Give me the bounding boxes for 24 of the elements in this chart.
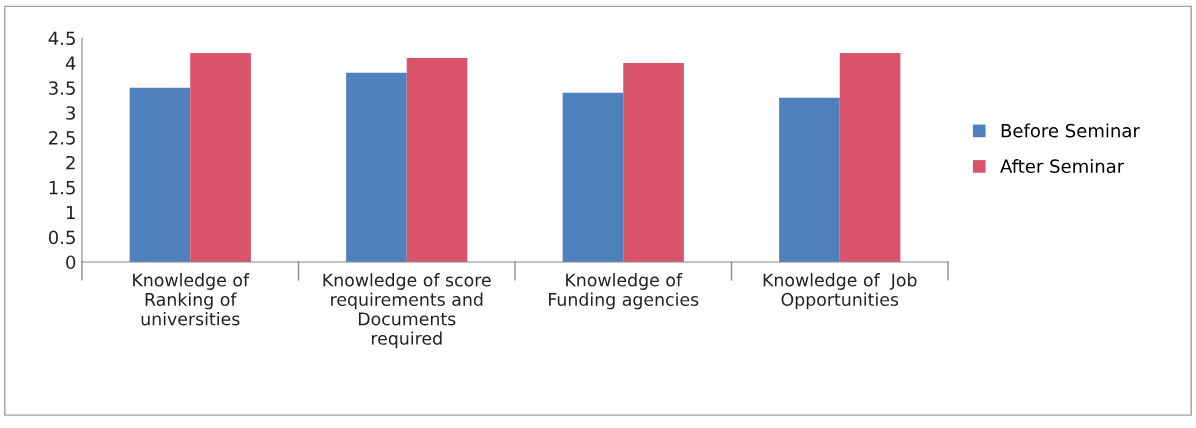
y-tick-label: 2 bbox=[66, 155, 75, 170]
y-tick-label: 1 bbox=[66, 205, 75, 220]
legend-label: Before Seminar bbox=[1001, 123, 1140, 138]
bar bbox=[623, 62, 684, 262]
legend-label: After Seminar bbox=[1000, 159, 1125, 173]
bar bbox=[406, 57, 468, 262]
x-tick-label: Knowledge of score requirements and Documents required bbox=[323, 273, 491, 349]
x-tick-label: Knowledge of Ranking of universities bbox=[133, 273, 250, 326]
y-tick-label: 3.5 bbox=[49, 81, 75, 95]
y-tick-label: 2.5 bbox=[49, 131, 75, 145]
x-tick-label: Knowledge of Funding agencies bbox=[549, 273, 699, 310]
bar bbox=[346, 72, 407, 262]
bar bbox=[779, 97, 840, 262]
bar bbox=[562, 92, 624, 262]
y-tick-label: 0 bbox=[66, 255, 76, 270]
bar bbox=[129, 87, 191, 262]
bar bbox=[190, 52, 251, 262]
y-tick-label: 3 bbox=[66, 106, 75, 120]
y-tick-label: 0.5 bbox=[48, 230, 75, 245]
y-tick-label: 4 bbox=[65, 56, 76, 70]
bar bbox=[839, 52, 901, 262]
y-tick-label: 1.5 bbox=[49, 181, 75, 195]
x-tick-label: Knowledge of Job Opportunities bbox=[763, 273, 917, 310]
y-tick-label: 4.5 bbox=[48, 31, 75, 46]
